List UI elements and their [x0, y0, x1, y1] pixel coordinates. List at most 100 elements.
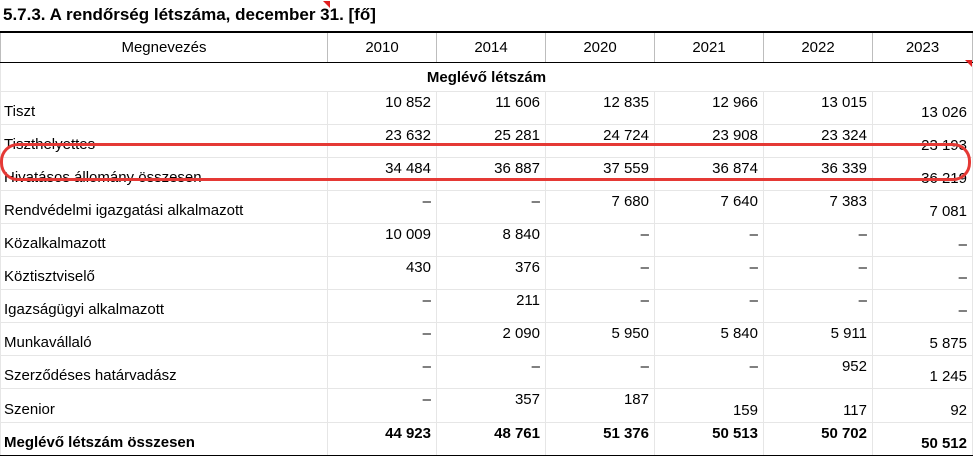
table-row: Tiszt 10 852 11 606 12 835 12 966 13 015 13 02…: [0, 91, 973, 125]
cell-2022[interactable]: 36 339: [763, 157, 873, 191]
table-row: Hivatásos állomány összesen 34 484 36 887 3…: [0, 157, 973, 191]
cell-2021[interactable]: –: [654, 289, 764, 323]
cell-2020[interactable]: –: [545, 223, 655, 257]
row-name[interactable]: Munkavállaló: [0, 322, 328, 356]
cell-2020[interactable]: 24 724: [545, 124, 655, 158]
row-name[interactable]: Szenior: [0, 388, 328, 423]
section-title[interactable]: Meglévő létszám: [0, 62, 973, 92]
row-name[interactable]: Tiszthelyettes: [0, 124, 328, 158]
cell-2023[interactable]: –: [872, 256, 973, 290]
cell-2022[interactable]: –: [763, 223, 873, 257]
cell-2023[interactable]: 92: [872, 388, 973, 423]
cell-2022[interactable]: –: [763, 289, 873, 323]
column-header-2014[interactable]: 2014: [436, 31, 546, 63]
table-row: Rendvédelmi igazgatási alkalmazott – –7 68…: [0, 190, 973, 224]
cell-2010[interactable]: –: [327, 289, 437, 323]
cell-2020[interactable]: 187: [545, 388, 655, 423]
cell-2022[interactable]: 7 383: [763, 190, 873, 224]
cell-2023[interactable]: –: [872, 289, 973, 323]
cell-2023[interactable]: 7 081: [872, 190, 973, 224]
cell-2010[interactable]: –: [327, 388, 437, 423]
cell-2014[interactable]: 357: [436, 388, 546, 423]
cell-2023[interactable]: 1 245: [872, 355, 973, 389]
cell-2010[interactable]: 34 484: [327, 157, 437, 191]
table-row: Szerződéses határvadász – – – –952 1 245: [0, 355, 973, 389]
comment-marker-icon[interactable]: [965, 60, 972, 67]
cell-2014[interactable]: 211: [436, 289, 546, 323]
row-name[interactable]: Rendvédelmi igazgatási alkalmazott: [0, 190, 328, 224]
cell-2014[interactable]: 376: [436, 256, 546, 290]
row-name[interactable]: Igazságügyi alkalmazott: [0, 289, 328, 323]
cell-2010[interactable]: 430: [327, 256, 437, 290]
cell-2022[interactable]: 23 324: [763, 124, 873, 158]
cell-2021[interactable]: –: [654, 256, 764, 290]
cell-2020[interactable]: 7 680: [545, 190, 655, 224]
column-header-2022[interactable]: 2022: [763, 31, 873, 63]
cell-2021[interactable]: –: [654, 355, 764, 389]
cell-2014[interactable]: 11 606: [436, 91, 546, 125]
cell-2014[interactable]: –: [436, 190, 546, 224]
cell-2010[interactable]: –: [327, 190, 437, 224]
cell-2022[interactable]: 5 911: [763, 322, 873, 356]
cell-2021[interactable]: –: [654, 223, 764, 257]
column-header-2021[interactable]: 2021: [654, 31, 764, 63]
cell-2014[interactable]: 25 281: [436, 124, 546, 158]
cell-2022[interactable]: 117: [763, 388, 873, 423]
cell-2020[interactable]: –: [545, 289, 655, 323]
total-row: Meglévő létszám összesen 44 923 48 761 51 3…: [0, 422, 973, 456]
cell-2021[interactable]: 7 640: [654, 190, 764, 224]
section-row: Meglévő létszám: [0, 62, 973, 92]
cell-2020[interactable]: –: [545, 256, 655, 290]
column-header-2020[interactable]: 2020: [545, 31, 655, 63]
cell-2023[interactable]: 5 875: [872, 322, 973, 356]
table-row: Köztisztviselő 430 376– – – –: [0, 256, 973, 290]
cell-2023[interactable]: 36 219: [872, 157, 973, 191]
cell-2021[interactable]: 159: [654, 388, 764, 423]
header-row: Megnevezés 2010 2014 2020 2021 2022 2023: [0, 31, 973, 63]
cell-2022[interactable]: 952: [763, 355, 873, 389]
column-header-name[interactable]: Megnevezés: [0, 31, 328, 63]
cell-2010[interactable]: 10 852: [327, 91, 437, 125]
cell-2021[interactable]: 50 513: [654, 422, 764, 456]
cell-2022[interactable]: 50 702: [763, 422, 873, 456]
cell-2021[interactable]: 36 874: [654, 157, 764, 191]
cell-2020[interactable]: 5 950: [545, 322, 655, 356]
cell-2010[interactable]: –: [327, 322, 437, 356]
row-name[interactable]: Köztisztviselő: [0, 256, 328, 290]
cell-2020[interactable]: 37 559: [545, 157, 655, 191]
row-name[interactable]: Hivatásos állomány összesen: [0, 157, 328, 191]
cell-2014[interactable]: 2 090: [436, 322, 546, 356]
row-name[interactable]: Szerződéses határvadász: [0, 355, 328, 389]
cell-2021[interactable]: 23 908: [654, 124, 764, 158]
cell-2023[interactable]: 13 026: [872, 91, 973, 125]
column-header-2023[interactable]: 2023: [872, 31, 973, 63]
cell-2020[interactable]: –: [545, 355, 655, 389]
cell-2014[interactable]: 36 887: [436, 157, 546, 191]
column-header-2010[interactable]: 2010: [327, 31, 437, 63]
cell-2021[interactable]: 5 840: [654, 322, 764, 356]
data-table: Megnevezés 2010 2014 2020 2021 2022 2023…: [0, 31, 973, 456]
cell-2010[interactable]: 23 632: [327, 124, 437, 158]
cell-2022[interactable]: 13 015: [763, 91, 873, 125]
cell-2014[interactable]: –: [436, 355, 546, 389]
table-row: Igazságügyi alkalmazott –211– – – –: [0, 289, 973, 323]
comment-marker-icon[interactable]: [323, 1, 330, 8]
cell-2021[interactable]: 12 966: [654, 91, 764, 125]
cell-2020[interactable]: 51 376: [545, 422, 655, 456]
cell-2010[interactable]: 10 009: [327, 223, 437, 257]
cell-2014[interactable]: 48 761: [436, 422, 546, 456]
cell-2010[interactable]: –: [327, 355, 437, 389]
row-name[interactable]: Meglévő létszám összesen: [0, 422, 328, 456]
row-name[interactable]: Tiszt: [0, 91, 328, 125]
cell-2023[interactable]: –: [872, 223, 973, 257]
row-name[interactable]: Közalkalmazott: [0, 223, 328, 257]
table-row: Közalkalmazott 10 009 8 840– – – –: [0, 223, 973, 257]
cell-2023[interactable]: 23 193: [872, 124, 973, 158]
cell-2022[interactable]: –: [763, 256, 873, 290]
cell-2023[interactable]: 50 512: [872, 422, 973, 456]
cell-2010[interactable]: 44 923: [327, 422, 437, 456]
cell-2014[interactable]: 8 840: [436, 223, 546, 257]
table-row: Munkavállaló –2 090 5 950 5 840 5 911 5 875: [0, 322, 973, 356]
cell-2020[interactable]: 12 835: [545, 91, 655, 125]
table-row: Tiszthelyettes 23 632 25 281 24 724 23 908 23…: [0, 124, 973, 158]
